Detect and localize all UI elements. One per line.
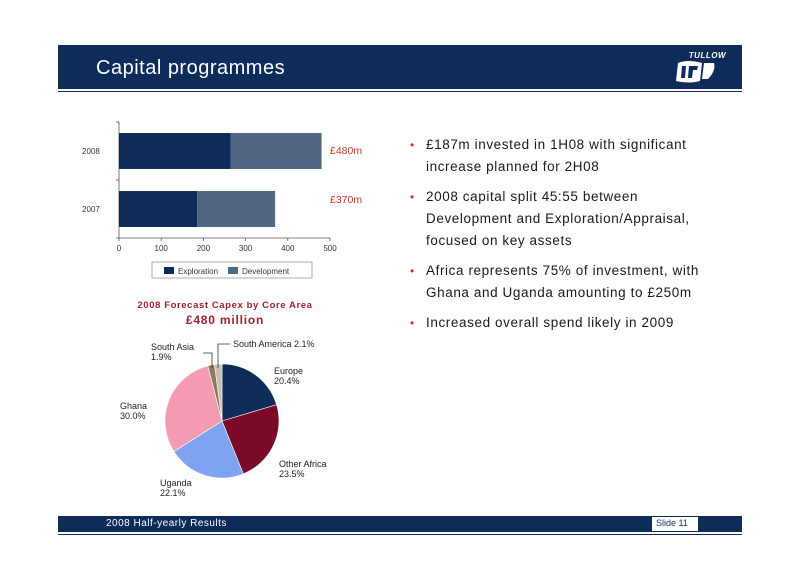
pie-subtitle: £480 million	[186, 313, 264, 327]
label-uganda-name: Uganda	[160, 478, 192, 488]
bar-total-label: £480m	[330, 145, 362, 157]
label-ghana-value: 30.0%	[120, 411, 146, 421]
legend-swatch-development	[228, 267, 238, 274]
label-south-asia-value: 1.9%	[151, 352, 172, 362]
label-other-africa-value: 23.5%	[279, 469, 305, 479]
bullet-item: • Increased overall spend likely in 2009	[410, 312, 720, 334]
bar-x-tick-label: 500	[323, 244, 337, 253]
label-south-asia-name: South Asia	[151, 342, 194, 352]
label-europe-value: 20.4%	[274, 376, 300, 386]
leader-line-south-america	[217, 343, 230, 368]
legend-label-development: Development	[242, 267, 290, 276]
logo-mark-icon	[676, 61, 715, 83]
bar-x-tick-label: 100	[155, 244, 169, 253]
bar-x-tick-label: 0	[117, 244, 122, 253]
footer-title: 2008 Half-yearly Results	[106, 518, 227, 529]
bullet-dot-icon: •	[410, 190, 415, 204]
bar-development-2008	[230, 133, 322, 169]
label-uganda-value: 22.1%	[160, 488, 186, 498]
label-ghana-name: Ghana	[120, 401, 147, 411]
bullet-item: • 2008 capital split 45:55 between Develo…	[410, 186, 720, 252]
bar-exploration-2008	[119, 133, 231, 169]
bar-exploration-2007	[119, 191, 198, 227]
bar-category-label: 2007	[82, 205, 100, 214]
header-divider	[58, 91, 742, 92]
slide-title: Capital programmes	[96, 57, 286, 79]
slide-number: Slide 11	[656, 518, 688, 528]
header-bar: Capital programmes TULLOW	[58, 45, 742, 89]
bar-category-label: 2008	[82, 147, 100, 156]
pie-slice-ghana	[164, 365, 223, 452]
label-europe-name: Europe	[274, 366, 303, 376]
bullet-dot-icon: •	[410, 264, 415, 278]
bullet-dot-icon: •	[410, 316, 415, 330]
capex-bar-chart: 2008 £480m 2007 £370m 0 100 200 300 400 500 Explo…	[82, 121, 362, 279]
pie-title: 2008 Forecast Capex by Core Area	[137, 300, 312, 311]
bar-x-tick-label: 400	[281, 244, 295, 253]
bullet-dot-icon: •	[410, 138, 415, 152]
bar-legend: Exploration Development	[151, 261, 313, 279]
bar-x-tick-label: 300	[239, 244, 253, 253]
bar-x-tick-label: 200	[197, 244, 211, 253]
tullow-logo: TULLOW	[654, 49, 732, 85]
pie-slice-uganda	[173, 420, 244, 479]
label-south-america: South America 2.1%	[233, 339, 315, 349]
bullet-item: • £187m invested in 1H08 with significant…	[410, 134, 720, 178]
bar-development-2007	[197, 191, 276, 227]
bar-total-label: £370m	[330, 194, 362, 206]
footer-divider	[58, 534, 742, 535]
label-other-africa-name: Other Africa	[279, 459, 327, 469]
bullet-item: • Africa represents 75% of investment, wi…	[410, 260, 720, 304]
pie-slice-other-africa	[221, 404, 280, 475]
leader-line-south-asia	[203, 352, 213, 368]
legend-swatch-exploration	[164, 267, 174, 274]
pie-slice-europe	[221, 363, 278, 422]
legend-label-exploration: Exploration	[178, 267, 218, 276]
logo-wordmark: TULLOW	[688, 51, 726, 60]
footer-bar: 2008 Half-yearly Results Slide 11	[58, 516, 742, 532]
bullet-list: • £187m invested in 1H08 with significant…	[410, 134, 720, 342]
capex-pie-chart: 2008 Forecast Capex by Core Area £480 mi…	[120, 300, 327, 498]
slide-number-box: Slide 11	[652, 517, 698, 531]
